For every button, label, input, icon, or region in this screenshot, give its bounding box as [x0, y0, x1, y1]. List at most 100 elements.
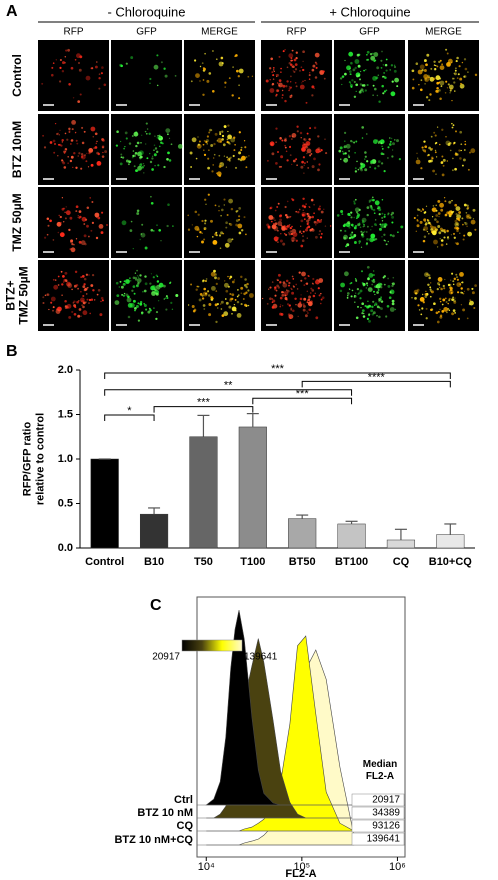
speckle — [450, 287, 454, 290]
speckle — [141, 134, 143, 136]
speckle — [299, 84, 305, 90]
speckle — [101, 146, 105, 149]
speckle — [150, 228, 154, 232]
speckle — [231, 306, 237, 312]
speckle — [364, 168, 368, 172]
speckle — [363, 69, 365, 72]
speckle — [306, 290, 309, 293]
speckle — [63, 152, 66, 154]
speckle — [51, 66, 54, 69]
speckle — [370, 160, 374, 164]
speckle — [389, 234, 393, 237]
y-axis-label-line: RFP/GFP ratio — [21, 422, 33, 497]
speckle — [81, 141, 85, 145]
speckle — [218, 209, 220, 212]
speckle — [207, 193, 210, 196]
speckle — [425, 222, 428, 225]
speckle — [364, 151, 367, 154]
speckle — [372, 311, 376, 315]
speckle — [372, 280, 376, 283]
speckle — [452, 309, 456, 312]
speckle — [274, 219, 276, 221]
speckle — [347, 212, 351, 216]
speckle — [139, 274, 142, 277]
speckle — [387, 277, 389, 280]
speckle — [128, 142, 132, 145]
speckle — [115, 281, 119, 285]
speckle — [346, 292, 350, 295]
speckle — [315, 235, 318, 239]
speckle — [168, 137, 171, 139]
speckle — [301, 271, 306, 277]
speckle — [300, 137, 302, 139]
speckle — [298, 231, 301, 234]
speckle — [415, 159, 421, 165]
speckle — [136, 169, 139, 172]
speckle — [202, 79, 205, 81]
bar — [337, 523, 366, 549]
speckle — [303, 218, 306, 221]
micrograph — [38, 260, 109, 331]
speckle — [341, 150, 344, 153]
speckle — [314, 52, 320, 58]
speckle — [244, 284, 247, 287]
y-tick-label: 0.5 — [58, 497, 73, 509]
speckle — [441, 173, 445, 177]
speckle — [448, 297, 451, 300]
speckle — [305, 145, 309, 149]
speckle — [383, 90, 386, 93]
speckle — [201, 219, 204, 223]
speckle — [354, 207, 360, 213]
speckle — [115, 144, 119, 147]
speckle — [435, 156, 438, 158]
speckle — [300, 66, 303, 69]
speckle — [387, 240, 389, 243]
speckle — [284, 294, 287, 297]
speckle — [225, 301, 229, 305]
speckle — [202, 93, 205, 97]
median-value: 93126 — [372, 821, 400, 832]
speckle — [70, 66, 74, 70]
speckle — [281, 97, 283, 99]
speckle — [123, 147, 125, 150]
micrograph — [111, 114, 182, 185]
speckle — [452, 283, 455, 286]
speckle — [465, 212, 468, 214]
speckle — [312, 64, 316, 68]
speckle — [103, 83, 107, 87]
speckle — [205, 140, 208, 144]
speckle — [464, 143, 467, 146]
speckle — [219, 303, 222, 305]
speckle — [218, 165, 222, 168]
speckle — [231, 293, 235, 297]
speckle — [120, 156, 123, 159]
speckle — [191, 224, 193, 226]
speckle — [440, 85, 443, 88]
speckle — [421, 146, 424, 149]
speckle — [358, 90, 362, 94]
speckle — [101, 66, 104, 69]
speckle — [349, 84, 353, 87]
speckle — [276, 150, 280, 154]
speckle — [317, 287, 320, 290]
speckle — [153, 307, 155, 309]
speckle — [64, 299, 67, 303]
speckle — [221, 314, 225, 317]
speckle — [50, 301, 53, 304]
speckle — [80, 297, 85, 303]
speckle — [140, 233, 143, 235]
speckle — [289, 86, 292, 89]
speckle — [228, 305, 232, 309]
speckle — [440, 161, 444, 165]
speckle — [141, 312, 144, 315]
speckle — [59, 221, 62, 224]
speckle — [373, 139, 378, 145]
speckle — [433, 64, 436, 66]
speckle — [90, 163, 94, 167]
speckle — [87, 286, 89, 289]
speckle — [301, 239, 305, 242]
speckle — [164, 297, 167, 299]
speckle — [299, 131, 303, 135]
speckle — [155, 150, 159, 154]
speckle — [385, 89, 388, 92]
